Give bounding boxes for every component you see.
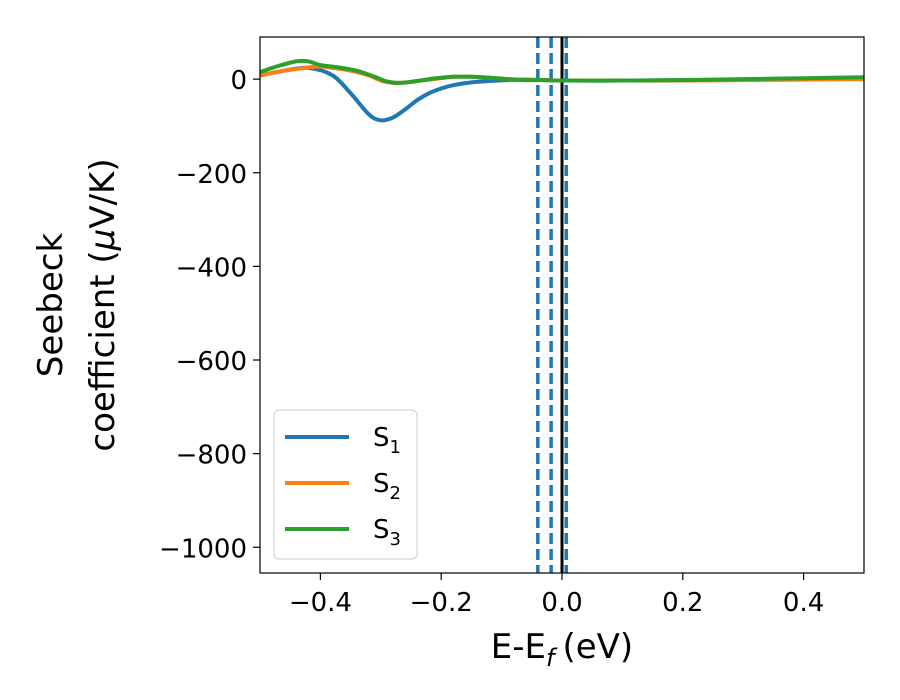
- legend-label-s3: S3: [373, 515, 401, 550]
- x-tick-label: −0.4: [289, 588, 352, 618]
- y-axis: 0 −200 −400 −600 −800 −1000: [159, 66, 260, 564]
- x-axis-label-sub: f: [546, 644, 558, 672]
- x-tick-label: 0.2: [662, 588, 703, 618]
- series-line-s3: [260, 58, 864, 85]
- y-tick-label: −1000: [159, 534, 247, 564]
- x-axis-label-unit: (eV): [562, 627, 633, 667]
- y-tick-label: −600: [176, 347, 247, 377]
- y-axis-label-line2: coefficient (μV/K): [83, 158, 123, 451]
- x-axis-label: E-Ef (eV): [491, 627, 633, 672]
- y-axis-label: Seebeck coefficient (μV/K): [31, 158, 123, 451]
- y-axis-label-line1: Seebeck: [31, 233, 71, 378]
- y-axis-label-mu: μ: [83, 229, 123, 252]
- y-axis-label-unit: V/K): [83, 158, 123, 228]
- series-layer: [260, 58, 864, 123]
- x-tick-label: 0.4: [783, 588, 824, 618]
- y-tick-label: 0: [230, 66, 247, 96]
- x-axis: −0.4 −0.2 0.0 0.2 0.4: [289, 573, 824, 618]
- y-axis-label-prefix: coefficient (: [83, 250, 123, 451]
- y-tick-label: −200: [176, 160, 247, 190]
- legend-label-s2: S2: [373, 469, 401, 504]
- legend-label-s1: S1: [373, 423, 401, 458]
- x-tick-label: 0.0: [541, 588, 582, 618]
- y-tick-label: −800: [176, 441, 247, 471]
- vertical-lines: [536, 37, 568, 573]
- x-axis-label-main: E-E: [491, 627, 546, 667]
- legend: S1 S2 S3: [273, 409, 418, 560]
- y-tick-label: −400: [176, 253, 247, 283]
- x-tick-label: −0.2: [410, 588, 473, 618]
